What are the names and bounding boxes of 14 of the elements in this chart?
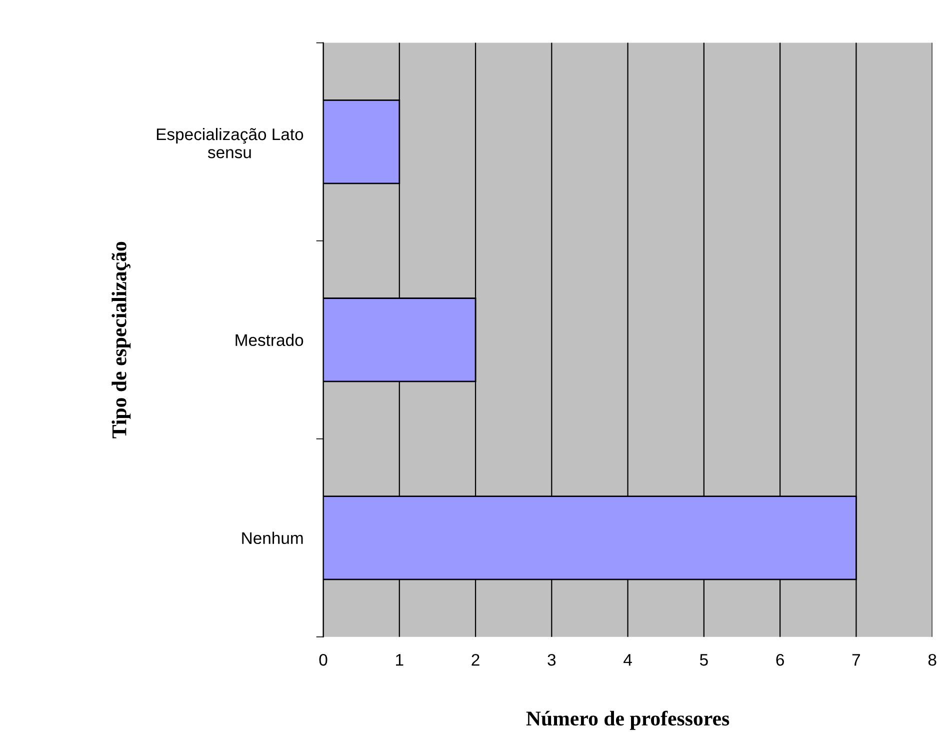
x-tick-label: 0 [319, 654, 328, 666]
y-tick-label: Mestrado [236, 334, 304, 346]
y-tick-label: Especialização Lato sensu [156, 128, 304, 158]
x-tick-label: 5 [700, 654, 708, 666]
x-tick-label: 6 [776, 654, 784, 666]
x-tick-label: 8 [928, 654, 936, 666]
y-axis-title: Tipo de especialização [112, 242, 131, 438]
x-tick-label: 3 [548, 654, 556, 666]
y-tick-label: Nenhum [242, 532, 303, 544]
x-tick-label: 1 [396, 654, 404, 666]
x-tick-label: 7 [852, 654, 860, 666]
x-tick-label: 4 [624, 654, 632, 666]
x-tick-label: 2 [472, 654, 480, 666]
x-axis-title: Número de professores [526, 710, 730, 730]
